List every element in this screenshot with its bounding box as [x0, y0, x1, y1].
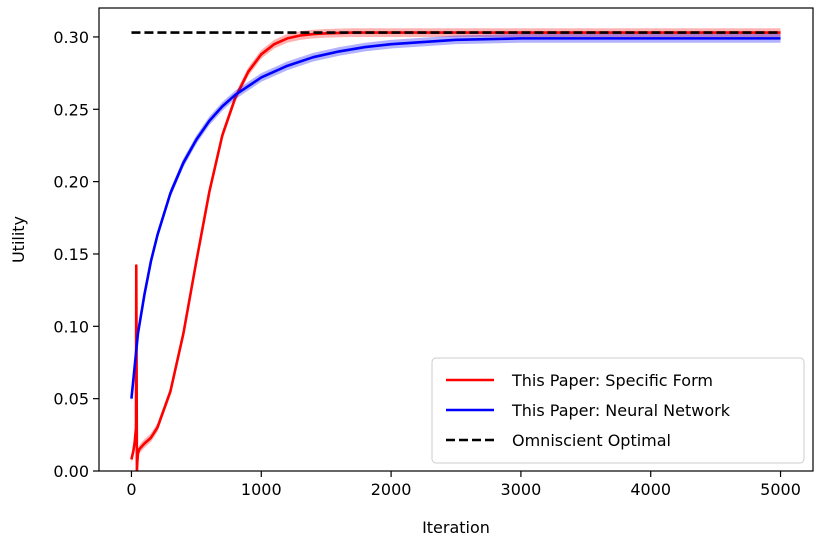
y-tick-label: 0.15: [53, 245, 89, 264]
plot-frame: [98, 7, 814, 472]
series-layer: [130, 28, 781, 471]
x-axis-label: Iteration: [422, 518, 490, 537]
x-tick-label: 3000: [501, 480, 542, 499]
y-tick-label: 0.30: [53, 28, 89, 47]
y-tick-label: 0.20: [53, 173, 89, 192]
legend-label: This Paper: Specific Form: [511, 371, 713, 390]
y-axis-label: Utility: [9, 216, 28, 263]
x-tick-label: 2000: [371, 480, 412, 499]
y-tick-label: 0.05: [53, 390, 89, 409]
legend: This Paper: Specific Form This Paper: Neu…: [431, 357, 805, 464]
axes-layer: 0 1000 2000 3000 4000 5000 0.00 0.05 0.10 0.15 0.2…: [53, 7, 814, 499]
series-line-this-paper-neural-network: [130, 37, 781, 399]
x-tick-label: 4000: [630, 480, 671, 499]
y-tick-label: 0.10: [53, 317, 89, 336]
x-tick-label: 0: [126, 480, 136, 499]
x-tick-label: 1000: [241, 480, 282, 499]
y-tick-label: 0.25: [53, 100, 89, 119]
legend-box: [431, 357, 805, 464]
legend-label: This Paper: Neural Network: [511, 401, 731, 420]
x-tick-label: 5000: [760, 480, 801, 499]
legend-label: Omniscient Optimal: [512, 431, 671, 450]
y-tick-label: 0.00: [53, 462, 89, 481]
